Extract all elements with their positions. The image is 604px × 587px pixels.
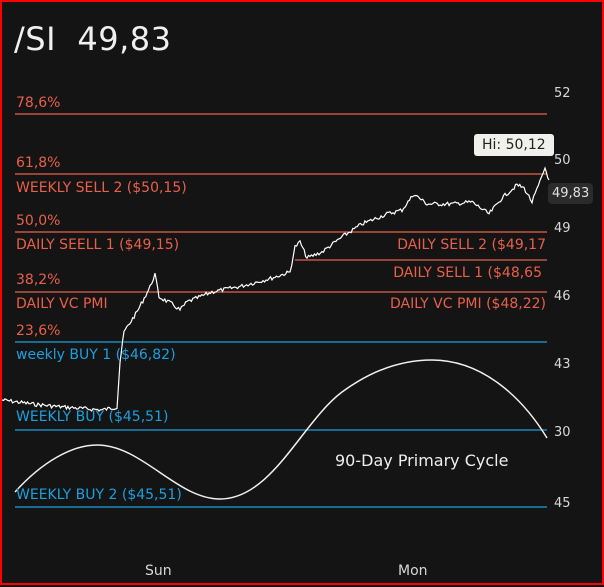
y-axis-label: 49 bbox=[554, 221, 571, 236]
daily-sell-1-label: DAILY SELL 1 ($48,65 bbox=[393, 265, 542, 281]
y-axis-label: 52 bbox=[554, 86, 571, 101]
y-axis-label: 50 bbox=[554, 153, 571, 168]
weekly-buy-1-label: weekly BUY 1 ($46,82) bbox=[16, 347, 176, 363]
y-axis-label: 45 bbox=[554, 496, 571, 511]
daily-vc-pmi-label: DAILY VC PMI bbox=[16, 296, 108, 312]
fib-618-label: 61,8% bbox=[16, 155, 61, 171]
y-axis-label: 30 bbox=[554, 425, 571, 440]
weekly-buy-label: WEEKLY BUY ($45,51) bbox=[16, 409, 169, 425]
symbol: /SI bbox=[14, 20, 57, 58]
y-axis-label: 43 bbox=[554, 357, 571, 372]
daily-vc-pmi-price-label: DAILY VC PMI ($48,22) bbox=[390, 296, 546, 312]
y-axis-label: 46 bbox=[554, 289, 571, 304]
x-axis-label-mon: Mon bbox=[398, 563, 428, 579]
cycle-wave bbox=[14, 359, 548, 500]
fib-382-label: 38,2% bbox=[16, 272, 61, 288]
x-axis-label-sun: Sun bbox=[145, 563, 172, 579]
weekly-sell-2-label: WEEKLY SELL 2 ($50,15) bbox=[16, 180, 187, 196]
last-price-badge: 49,83 bbox=[548, 183, 594, 204]
high-tooltip: Hi: 50,12 bbox=[474, 134, 554, 156]
fib-236-label: 23,6% bbox=[16, 323, 61, 339]
daily-sell-2-label: DAILY SELL 2 ($49,17 bbox=[397, 237, 546, 253]
page-title: /SI 49,83 bbox=[14, 20, 171, 58]
fib-786-label: 78,6% bbox=[16, 95, 61, 111]
fib-500-label: 50,0% bbox=[16, 213, 61, 229]
current-price: 49,83 bbox=[77, 20, 172, 58]
weekly-buy-2-label: WEEKLY BUY 2 ($45,51) bbox=[16, 487, 182, 503]
cycle-label: 90-Day Primary Cycle bbox=[335, 451, 509, 470]
price-line bbox=[2, 166, 550, 412]
daily-seell-1-label: DAILY SEELL 1 ($49,15) bbox=[16, 237, 180, 253]
